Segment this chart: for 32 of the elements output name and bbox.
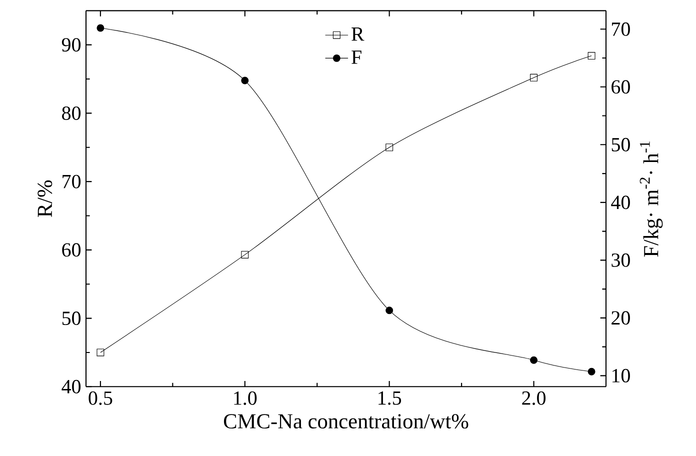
y2-tick-label: 40 [611,196,630,210]
point [241,76,249,84]
y-tick-label: 50 [62,312,81,326]
point [588,368,596,376]
x-axis-title: CMC-Na concentration/wt% [224,414,468,429]
y-tick-label: 90 [62,38,81,52]
point [530,74,538,82]
y-axis-title: R/% [38,180,52,218]
y2-tick-label: 70 [612,22,630,36]
y2-tick-label: 30 [612,253,630,267]
y-tick-label: 70 [62,174,81,188]
y2-tick-label: 60 [612,80,630,94]
legend-label: F [352,50,362,64]
point [241,250,249,258]
point [588,52,596,60]
point [96,348,104,356]
point [386,144,394,152]
point [386,306,394,314]
point [96,24,104,32]
point [530,356,538,364]
y-tick-label: 40 [62,380,81,394]
x-tick-label: 1.5 [378,391,402,405]
y2-tick-label: 20 [612,311,630,325]
y-tick-label: 80 [62,106,81,120]
y2-tick-label: 10 [612,368,630,382]
x-tick-label: 2.0 [522,391,546,405]
legend-label: R [352,28,364,41]
x-tick-label: 1.0 [234,391,257,405]
y2-tick-label: 50 [612,138,630,152]
x-tick-label: 0.5 [88,391,112,405]
y2-axis-title: F/kg· m$^{-2}$· h$^{-1}$ [640,141,663,257]
y-tick-label: 60 [62,243,81,257]
